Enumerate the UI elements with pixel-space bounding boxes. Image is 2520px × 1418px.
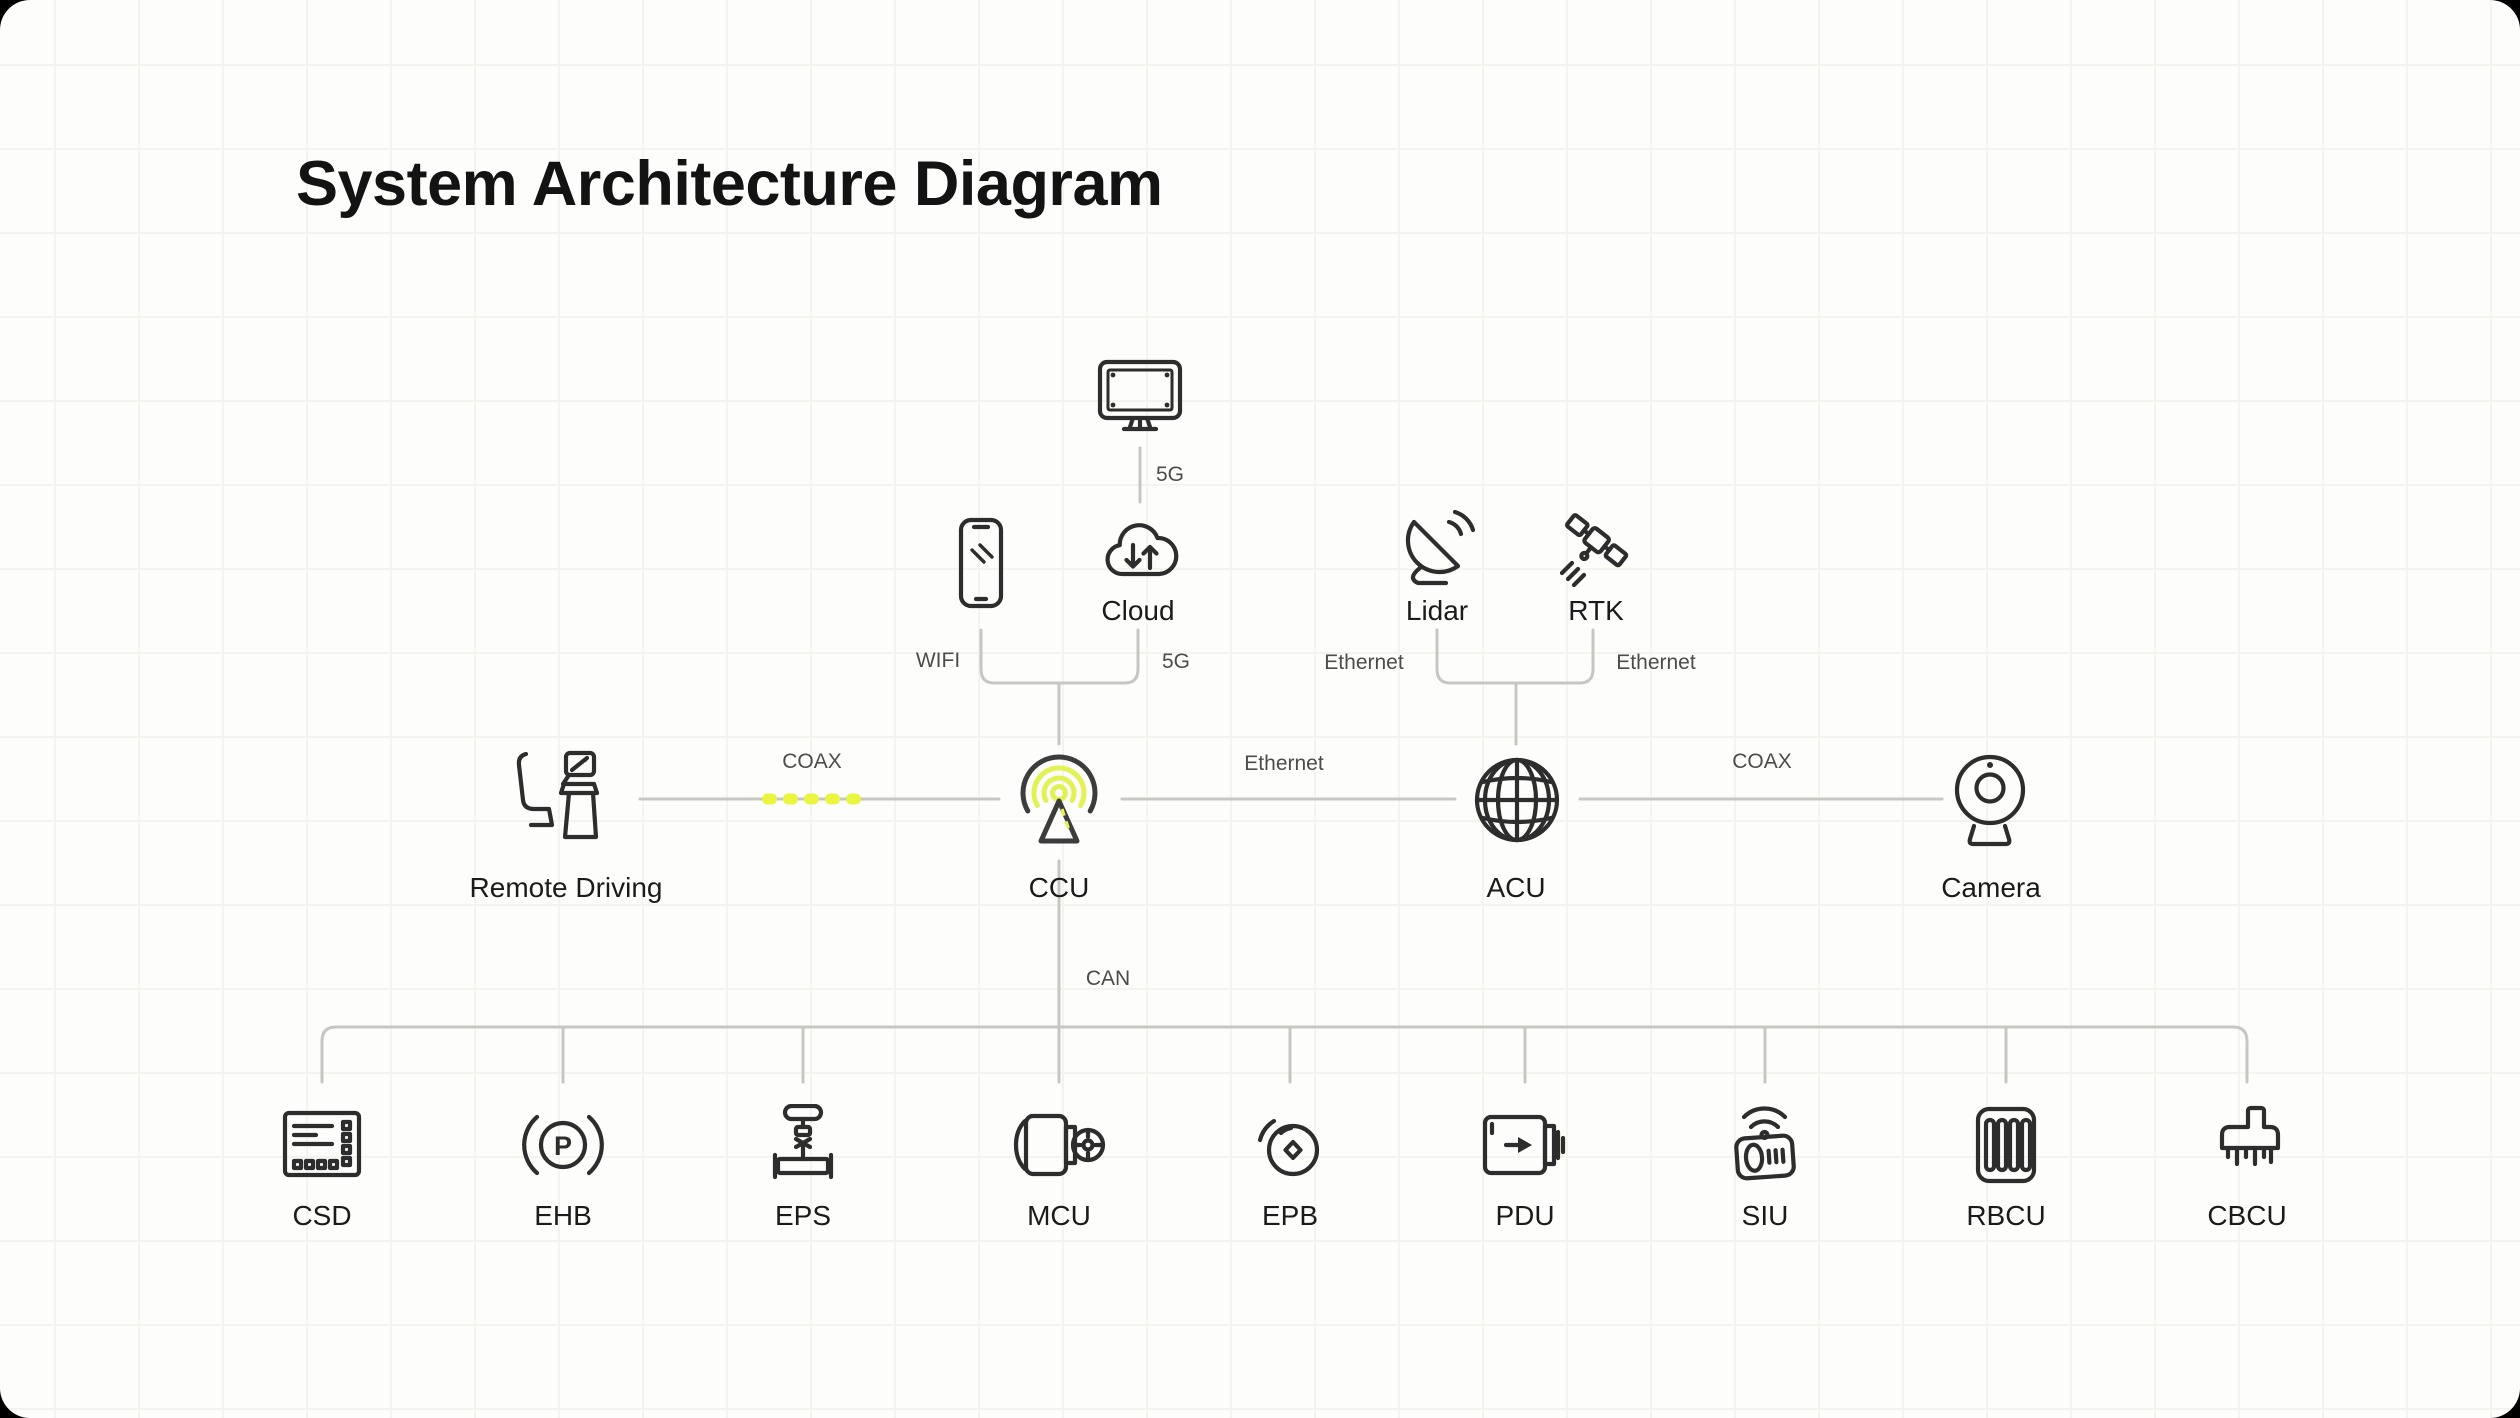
phone-icon xyxy=(958,517,1004,609)
rtk-icon xyxy=(1552,501,1640,589)
bus-node-csd: CSD xyxy=(232,1104,412,1232)
link-label-ethernet-mid: Ethernet xyxy=(1244,752,1324,775)
acu-globe-icon xyxy=(1472,755,1562,845)
siu-icon xyxy=(1723,1104,1807,1186)
bus-node-pdu: PDU xyxy=(1435,1104,1615,1232)
bus-node-label: PDU xyxy=(1495,1200,1555,1231)
bus-node-label: EPS xyxy=(774,1200,832,1231)
link-label-wifi: WIFI xyxy=(915,649,961,672)
page-title: System Architecture Diagram xyxy=(296,149,1163,219)
bus-node-label: CBCU xyxy=(2207,1200,2287,1231)
cloud-icon xyxy=(1095,516,1181,588)
pdu-icon xyxy=(1481,1104,1569,1186)
link-label-5g-top: 5G xyxy=(1155,463,1185,486)
bus-node-ehb: P EHB xyxy=(473,1104,653,1232)
link-label-ethernet-lidar: Ethernet xyxy=(1324,651,1404,674)
rbcu-icon xyxy=(1971,1104,2041,1186)
node-label-acu: ACU xyxy=(1486,872,1546,903)
epb-icon xyxy=(1251,1104,1329,1186)
monitor-icon xyxy=(1097,359,1183,437)
node-label-rtk: RTK xyxy=(1568,595,1624,626)
camera-icon xyxy=(1951,752,2029,848)
bus-node-label: CSD xyxy=(292,1200,352,1231)
bus-node-label: EPB xyxy=(1261,1200,1319,1231)
bus-node-mcu: MCU xyxy=(969,1104,1149,1232)
bus-node-rbcu: RBCU xyxy=(1916,1104,2096,1232)
ccu-antenna-icon xyxy=(1011,747,1107,855)
svg-text:P: P xyxy=(554,1131,572,1161)
csd-icon xyxy=(282,1104,362,1186)
bus-node-siu: SIU xyxy=(1675,1104,1855,1232)
node-label-remote-driving: Remote Driving xyxy=(469,872,663,903)
node-label-camera: Camera xyxy=(1941,872,2041,903)
ehb-icon: P xyxy=(521,1104,605,1186)
remote-driving-icon xyxy=(511,749,603,845)
bus-node-cbcu: CBCU xyxy=(2157,1104,2337,1232)
node-label-cloud: Cloud xyxy=(1101,595,1175,626)
coax-dash-highlight xyxy=(762,793,861,805)
node-label-ccu: CCU xyxy=(1028,872,1090,903)
bus-node-epb: EPB xyxy=(1200,1104,1380,1232)
mcu-icon xyxy=(1012,1104,1106,1186)
bus-node-label: MCU xyxy=(1027,1200,1091,1231)
bus-node-label: SIU xyxy=(1741,1200,1789,1231)
link-label-can: CAN xyxy=(1085,967,1131,990)
link-label-coax-right: COAX xyxy=(1732,750,1792,773)
link-label-5g: 5G xyxy=(1161,650,1191,673)
eps-icon xyxy=(768,1104,838,1186)
link-label-coax-left: COAX xyxy=(782,750,842,773)
bus-node-eps: EPS xyxy=(713,1104,893,1232)
node-label-lidar: Lidar xyxy=(1405,595,1469,626)
cbcu-icon xyxy=(2209,1104,2285,1186)
link-label-ethernet-rtk: Ethernet xyxy=(1616,651,1696,674)
bus-node-label: RBCU xyxy=(1966,1200,2046,1231)
lidar-icon xyxy=(1393,503,1481,591)
bus-node-label: EHB xyxy=(534,1200,592,1231)
